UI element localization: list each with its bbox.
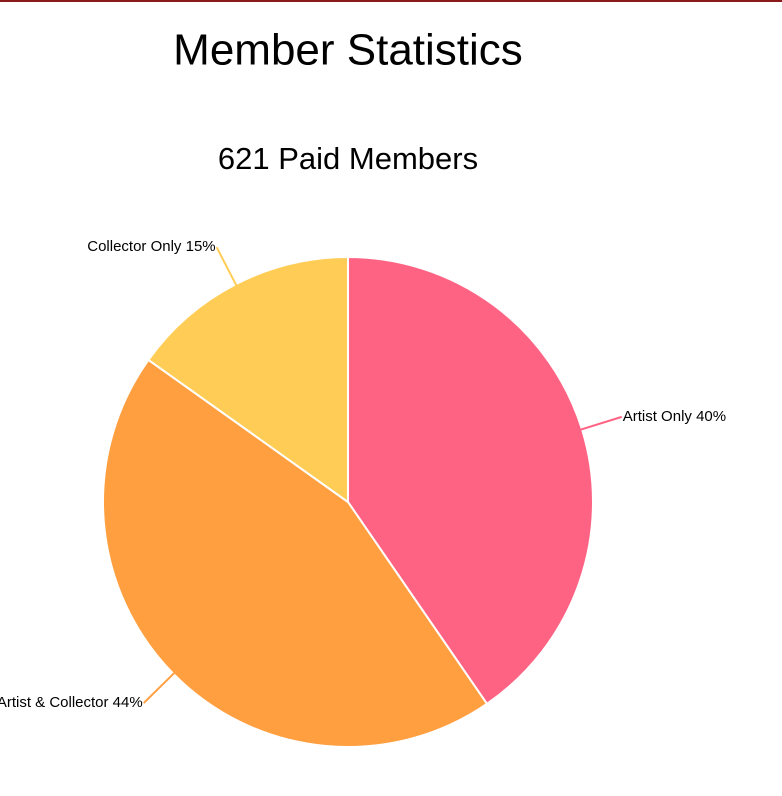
pie-labels: Artist Only 40% Artist & Collector 44% Col… [0,238,726,711]
slice-label-value: 44% [113,694,143,711]
slice-label-value: 40% [696,408,726,425]
slice-label: Artist & Collector 44% [0,694,143,711]
label-leader [576,415,623,432]
slice-label: Artist Only 40% [623,408,726,425]
slice-label-value: 15% [186,238,216,255]
top-border [0,0,782,2]
pie [102,255,594,748]
chart-title: Member Statistics [173,26,523,75]
slice-label: Collector Only 15% [87,238,215,255]
slice-label-name: Artist & Collector [0,694,109,711]
slice-label-name: Collector Only [87,238,182,255]
label-leader [215,246,239,290]
chart-subtitle: 621 Paid Members [218,141,478,176]
slice-label-name: Artist Only [623,408,693,425]
label-leader [143,669,178,704]
